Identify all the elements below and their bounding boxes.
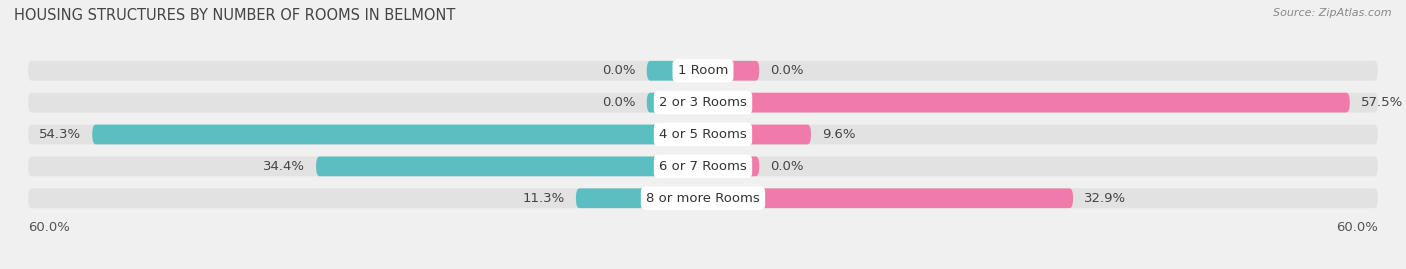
Text: 32.9%: 32.9%	[1084, 192, 1126, 205]
Text: 1 Room: 1 Room	[678, 64, 728, 77]
FancyBboxPatch shape	[703, 61, 759, 81]
FancyBboxPatch shape	[28, 61, 1378, 81]
FancyBboxPatch shape	[28, 188, 1378, 208]
FancyBboxPatch shape	[316, 157, 703, 176]
FancyBboxPatch shape	[647, 61, 703, 81]
FancyBboxPatch shape	[28, 157, 1378, 176]
FancyBboxPatch shape	[703, 157, 759, 176]
Text: 4 or 5 Rooms: 4 or 5 Rooms	[659, 128, 747, 141]
Text: 34.4%: 34.4%	[263, 160, 305, 173]
Text: Source: ZipAtlas.com: Source: ZipAtlas.com	[1274, 8, 1392, 18]
FancyBboxPatch shape	[28, 125, 1378, 144]
Text: 0.0%: 0.0%	[770, 64, 804, 77]
Text: 8 or more Rooms: 8 or more Rooms	[647, 192, 759, 205]
Text: 57.5%: 57.5%	[1361, 96, 1403, 109]
FancyBboxPatch shape	[93, 125, 703, 144]
Text: HOUSING STRUCTURES BY NUMBER OF ROOMS IN BELMONT: HOUSING STRUCTURES BY NUMBER OF ROOMS IN…	[14, 8, 456, 23]
FancyBboxPatch shape	[647, 93, 703, 112]
Text: 0.0%: 0.0%	[602, 64, 636, 77]
Text: 11.3%: 11.3%	[523, 192, 565, 205]
Text: 60.0%: 60.0%	[28, 221, 70, 234]
FancyBboxPatch shape	[703, 93, 1350, 112]
Text: 2 or 3 Rooms: 2 or 3 Rooms	[659, 96, 747, 109]
FancyBboxPatch shape	[28, 93, 1378, 112]
FancyBboxPatch shape	[576, 188, 703, 208]
Text: 6 or 7 Rooms: 6 or 7 Rooms	[659, 160, 747, 173]
Text: 0.0%: 0.0%	[602, 96, 636, 109]
Text: 9.6%: 9.6%	[823, 128, 856, 141]
Text: 54.3%: 54.3%	[39, 128, 82, 141]
FancyBboxPatch shape	[703, 188, 1073, 208]
FancyBboxPatch shape	[703, 125, 811, 144]
Text: 0.0%: 0.0%	[770, 160, 804, 173]
Text: 60.0%: 60.0%	[1336, 221, 1378, 234]
